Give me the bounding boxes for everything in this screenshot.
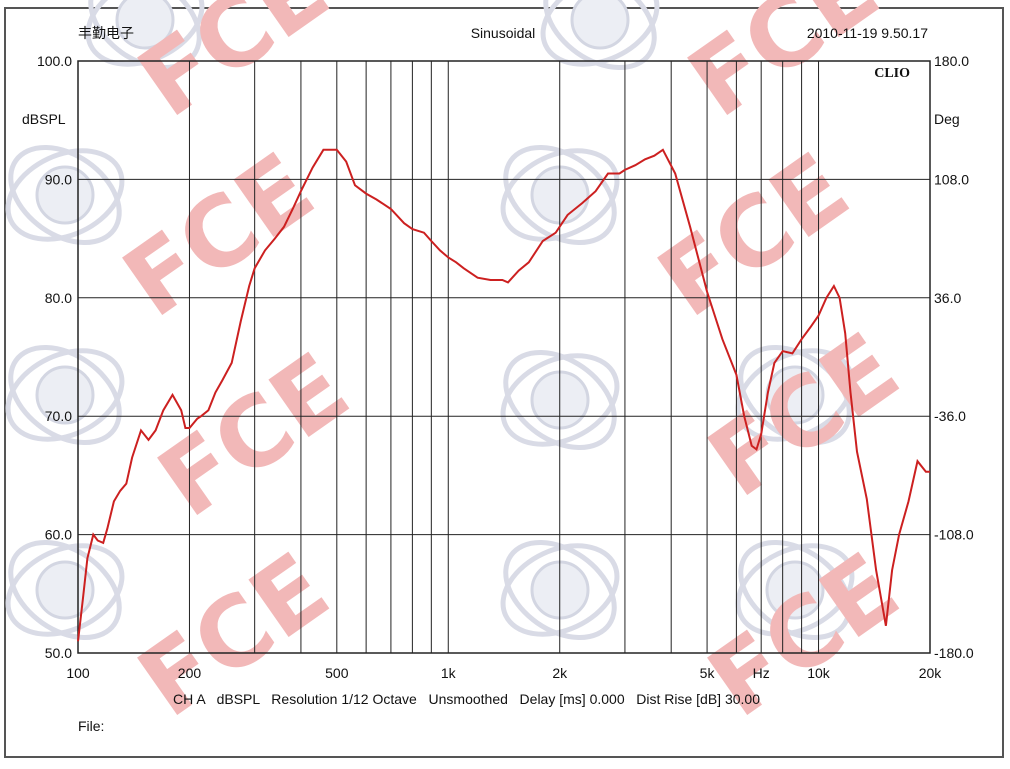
x-axis-tick-label: 100 [66,665,90,681]
watermark-text: FCE [104,131,333,338]
left-axis-unit: dBSPL [22,111,66,127]
measurement-info: CH A dBSPL Resolution 1/12 Octave Unsmoo… [173,691,760,707]
watermark-logo [5,144,125,246]
x-axis-tick-label: 5k [700,665,716,681]
watermark-text: FCE [119,531,348,738]
x-axis-tick-label: 200 [178,665,202,681]
left-axis-tick-label: 90.0 [45,171,72,187]
left-axis-tick-label: 60.0 [45,527,72,543]
watermark-text: FCE [669,0,898,139]
right-axis-tick-label: 36.0 [934,290,961,306]
left-axis-tick-label: 70.0 [45,408,72,424]
right-axis-ticks: 180.0 108.0 36.0 -36.0 -108.0 -180.0 [934,53,974,661]
left-axis-tick-label: 80.0 [45,290,72,306]
measurement-type: Sinusoidal [471,25,536,41]
watermark-logo [540,0,660,71]
file-label: File: [78,718,104,734]
left-axis-tick-label: 100.0 [37,53,72,69]
spl-curve [77,148,930,642]
watermark-logo [735,539,855,641]
right-axis-tick-label: -36.0 [934,408,966,424]
right-axis-tick-label: -108.0 [934,527,974,543]
right-axis-unit: Deg [934,111,960,127]
x-axis-tick-label: 1k [441,665,457,681]
company-label: 丰勤电子 [78,25,134,41]
right-axis-tick-label: -180.0 [934,645,974,661]
clio-logo: CLIO [874,66,910,81]
x-axis-ticks: 100 200 500 1k 2k 5k Hz 10k 20k [66,665,942,681]
chart-grid [78,61,930,653]
watermark-text: FCE [139,331,368,538]
x-axis-tick-label: 500 [325,665,349,681]
right-axis-tick-label: 108.0 [934,171,969,187]
x-axis-tick-label: 20k [919,665,943,681]
watermark-text: FCE [639,131,868,338]
plot-border [77,60,931,654]
left-axis-tick-label: 50.0 [45,645,72,661]
left-axis-ticks: 100.0 90.0 80.0 70.0 60.0 50.0 [37,53,72,661]
timestamp: 2010-11-19 9.50.17 [807,25,928,41]
watermark-logo [5,539,125,641]
x-axis-tick-label: 2k [552,665,568,681]
watermark-logo [5,344,125,446]
x-axis-tick-label: Hz [753,665,770,681]
right-axis-tick-label: 180.0 [934,53,969,69]
x-axis-tick-label: 10k [807,665,831,681]
